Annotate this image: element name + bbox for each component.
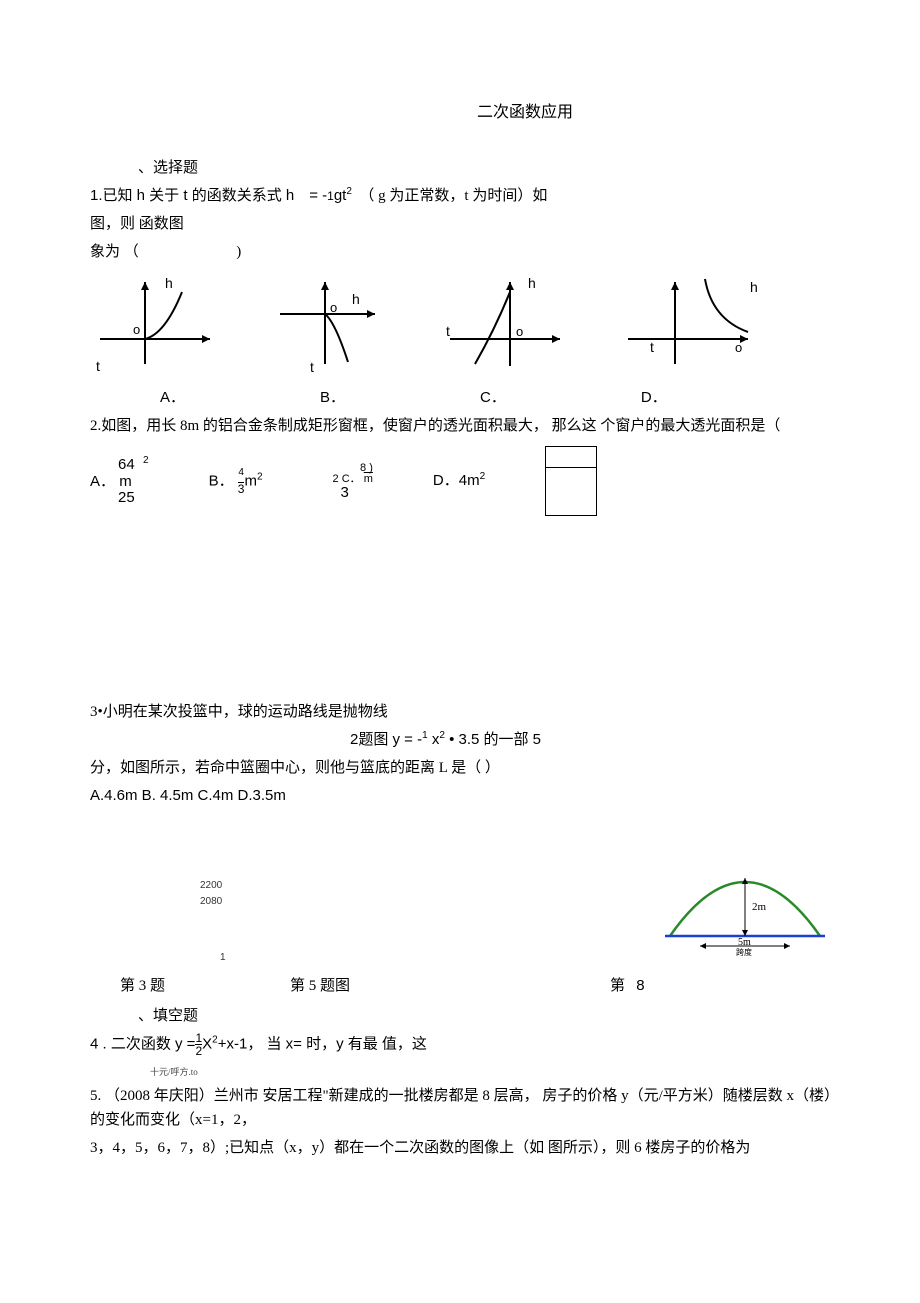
q1-label-a: A． — [160, 386, 185, 410]
svg-text:o: o — [330, 300, 337, 315]
graph-b-svg: h o t — [270, 274, 390, 374]
q2-opt-a: 64 2 A． m 25 — [90, 455, 149, 507]
q5-l2: 3，4，5，6，7，8）;已知点（x，y）都在一个二次函数的图像上（如 图所示）… — [90, 1136, 840, 1160]
svg-text:t: t — [310, 359, 314, 374]
section-2-heading: 、填空题 — [138, 1004, 840, 1028]
svg-text:h: h — [750, 279, 758, 295]
svg-text:t: t — [96, 358, 100, 374]
svg-text:h: h — [528, 275, 536, 291]
svg-text:o: o — [516, 324, 523, 339]
svg-text:2m: 2m — [752, 901, 767, 913]
q1-label-b: B． — [320, 386, 345, 410]
q1-label-c: C． — [480, 386, 506, 410]
svg-text:跨度: 跨度 — [736, 947, 752, 957]
figures-row: 2200 2080 1 2m 5m 跨度 — [90, 848, 840, 966]
q1-options-labels: A． B． C． D． — [160, 386, 840, 410]
fig8-arch: 2m 5m 跨度 — [650, 848, 840, 966]
graph-a-svg: h o t — [90, 274, 220, 374]
q1-line1: 1.已知 h 关于 t 的函数关系式 h = -1gt2 （ g 为正常数，t … — [90, 184, 840, 209]
svg-text:h: h — [165, 275, 173, 291]
q1-graph-b: h o t — [270, 274, 390, 382]
svg-text:h: h — [352, 291, 360, 307]
svg-text:o: o — [133, 322, 140, 337]
cap-q8: 第 8 — [610, 974, 645, 998]
q1-graph-c: h o t — [440, 274, 570, 382]
q4-tiny: 十元/呼方.to — [150, 1065, 300, 1079]
q3-line3: 分，如图所示，若命中篮圈中心，则他与篮底的距离 L 是（ ） — [90, 756, 840, 780]
q1-suffix: （ g 为正常数，t 为时间）如 — [359, 188, 547, 204]
section-1-heading: 、选择题 — [138, 156, 840, 180]
graph-d-svg: h o t — [620, 274, 760, 374]
q1-label-d: D． — [641, 386, 667, 410]
q1-graph-d: h o t — [620, 274, 760, 382]
q5-l1: 5. （2008 年庆阳）兰州市 安居工程"新建成的一批楼房都是 8 层高， 房… — [90, 1084, 840, 1132]
q2-options-row: 64 2 A． m 25 B． 43m2 8 ) 2 C． m 3 D．4m2 — [90, 446, 840, 516]
fig5-axis: 2200 2080 1 — [90, 878, 240, 966]
q3-line2: 2题图 y = -1 x2 • 3.5 的一部 5 — [350, 728, 840, 752]
svg-text:o: o — [735, 340, 742, 355]
q2-text: 2.如图，用长 8m 的铝合金条制成矩形窗框，使窗户的透光面积最大， 那么这 个… — [90, 414, 840, 438]
arch-svg: 2m 5m 跨度 — [650, 848, 840, 958]
q1-graph-a: h o t — [90, 274, 220, 382]
q1-graphs-row: h o t h o t h o t — [90, 274, 840, 382]
cap-q5: 第 5 题图 — [290, 974, 470, 998]
graph-c-svg: h o t — [440, 274, 570, 374]
cap-q3: 第 3 题 — [120, 974, 220, 998]
q1-formula: = -1gt2 — [309, 184, 352, 208]
q2-opt-c: 8 ) 2 C． m 3 — [323, 463, 373, 500]
q3-line1: 3•小明在某次投篮中，球的运动路线是抛物线 — [90, 700, 840, 724]
fig-captions: 第 3 题 第 5 题图 第 8 — [90, 974, 840, 998]
q2-window-figure — [545, 446, 597, 516]
q2-opt-b: B． 43m2 — [209, 468, 263, 495]
q2-opt-d: D．4m2 — [433, 469, 485, 493]
q1-prefix: 1.已知 h 关于 t 的函数关系式 h — [90, 187, 294, 204]
page-title: 二次函数应用 — [210, 100, 840, 126]
q1-line3: 象为 （ ) — [90, 240, 840, 264]
svg-text:t: t — [650, 339, 654, 355]
q3-opts: A.4.6m B. 4.5m C.4m D.3.5m — [90, 784, 840, 808]
q4-line: 4 . 二次函数 y =12X2+x-1， 当 x= 时，y 有最 值，这 — [90, 1032, 840, 1057]
svg-text:5m: 5m — [738, 937, 751, 948]
q1-line2: 图，则 函数图 — [90, 212, 840, 236]
svg-text:t: t — [446, 323, 450, 339]
